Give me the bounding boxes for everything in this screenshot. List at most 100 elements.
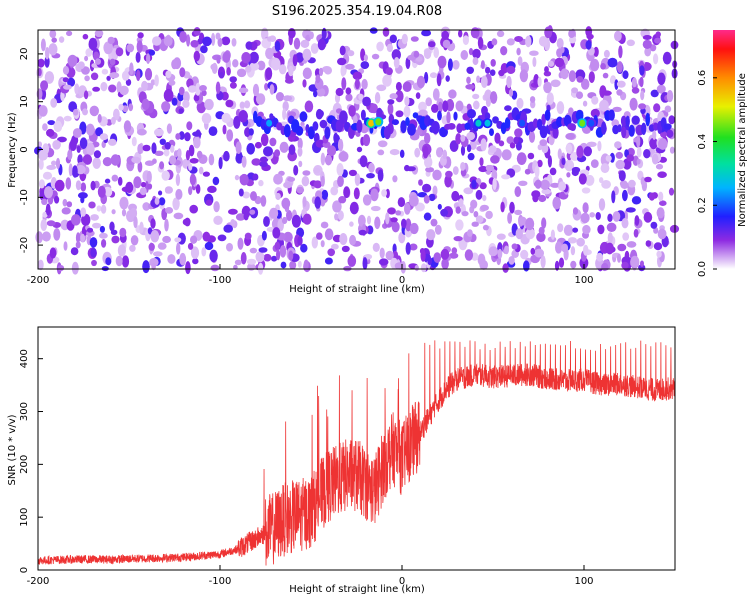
spectrogram-cell — [46, 128, 55, 137]
spectrogram-cell — [631, 77, 637, 88]
spectrogram-cell — [532, 56, 537, 68]
spectrogram-cell — [442, 100, 449, 112]
spectrogram-cell — [79, 137, 88, 149]
spectrogram-cell — [272, 227, 281, 239]
spectrogram-cell — [297, 236, 303, 246]
spectrogram-cell — [402, 81, 412, 92]
spectrogram-cell — [234, 259, 242, 266]
spectrogram-cell — [597, 224, 605, 235]
spectrogram-cell — [150, 218, 156, 229]
spectrogram-cell — [588, 71, 595, 83]
spectrogram-band-cell — [653, 122, 659, 131]
spectrogram-band-cell — [283, 124, 291, 138]
spectrogram-cell — [131, 136, 137, 147]
spectrogram-cell — [387, 103, 394, 116]
spectrogram-cell — [289, 260, 297, 270]
spectrogram-cell — [108, 138, 117, 146]
spectrogram-band-cell — [544, 109, 551, 121]
spectrogram-cell — [455, 219, 464, 231]
spectrogram-cell — [617, 243, 627, 252]
spectrogram-cell — [489, 69, 496, 76]
spectrogram-cell — [71, 214, 81, 226]
spectrogram-cell — [102, 157, 112, 167]
spectrogram-cell — [153, 251, 163, 257]
spectrogram-cell — [263, 253, 272, 262]
spectrogram-cell — [99, 232, 108, 239]
spectrogram-cell — [421, 29, 432, 37]
spectrogram-cell — [544, 26, 553, 39]
spectrogram-cell — [75, 241, 81, 249]
spectrogram-cell — [382, 74, 392, 87]
colorbar-tick-label: 0.2 — [697, 197, 708, 213]
spectrogram-cell — [397, 197, 406, 208]
spectrogram-cell — [91, 259, 97, 267]
spectrogram-cell — [241, 52, 251, 64]
spectrogram-cell — [516, 47, 521, 56]
spectrogram-cell — [217, 234, 227, 242]
spectrogram-cell — [44, 71, 55, 84]
snr-y-tick-label: 400 — [19, 349, 30, 368]
spectrogram-band-cell — [608, 109, 615, 121]
spectrogram-cell — [395, 210, 402, 216]
spectrogram-band-cell — [312, 121, 319, 131]
spectrogram-cell — [269, 207, 279, 219]
spectrogram-cell — [358, 214, 366, 227]
spectrogram-cell — [188, 144, 195, 157]
spectrogram-cell — [428, 41, 436, 48]
spectrogram-cell — [650, 89, 659, 98]
spectrogram-cell — [49, 29, 57, 39]
spectrogram-cell — [477, 36, 484, 49]
spectrogram-cell — [528, 131, 536, 143]
spectrogram-cell — [370, 205, 381, 212]
spectrogram-cell — [251, 158, 261, 166]
spectrogram-cell — [128, 103, 134, 112]
spectrogram-cell — [442, 149, 448, 160]
spectrogram-cell — [432, 169, 442, 181]
spectrogram-cell — [199, 85, 207, 92]
spectrogram-cell — [550, 182, 560, 188]
spectrogram-hotspot — [579, 119, 586, 127]
spectrogram-cell — [276, 249, 281, 261]
spectrogram-cell — [154, 74, 159, 87]
spectrogram-cell — [288, 250, 294, 261]
spectrogram-cell — [458, 198, 464, 208]
spectrogram-cell — [458, 29, 463, 38]
spectrogram-cell — [261, 230, 267, 241]
spectrogram-cell — [343, 186, 350, 199]
spectrogram-cell — [377, 149, 385, 156]
spectrogram-cell — [523, 260, 530, 272]
spectrogram-cell — [141, 98, 150, 110]
spectrogram-cell — [63, 241, 68, 251]
spectrogram-x-tick-label: -100 — [209, 275, 232, 286]
spectrogram-cell — [509, 142, 516, 149]
spectrogram-cell — [93, 51, 100, 60]
spectrogram-cell — [441, 257, 449, 270]
spectrogram-cell — [69, 138, 77, 152]
spectrogram-cell — [477, 253, 486, 266]
spectrogram-cell — [45, 203, 51, 216]
spectrogram-cell — [163, 88, 174, 102]
spectrogram-cell — [187, 242, 194, 250]
spectrogram-cell — [201, 113, 212, 124]
spectrogram-cell — [576, 145, 584, 159]
spectrogram-band-cell — [492, 116, 499, 124]
spectrogram-cell — [76, 145, 81, 153]
spectrogram-cell — [315, 139, 326, 148]
spectrogram-cell — [252, 173, 259, 181]
colorbar-tick-label: 0.4 — [697, 134, 708, 150]
spectrogram-cell — [169, 155, 177, 165]
spectrogram-cell — [75, 180, 82, 191]
spectrogram-cell — [105, 257, 112, 266]
spectrogram-cell — [656, 207, 665, 219]
spectrogram-cell — [121, 255, 130, 268]
spectrogram-cell — [538, 36, 548, 47]
spectrogram-cell — [258, 179, 264, 187]
colorbar: 0.0 0.2 0.4 0.6 Normalized spectral amplitu… — [697, 30, 748, 277]
spectrogram-cell — [631, 196, 642, 205]
spectrogram-cell — [606, 222, 617, 232]
spectrogram-cell — [240, 252, 247, 265]
spectrogram-cell — [514, 209, 523, 216]
spectrogram-cell — [638, 103, 647, 110]
spectrogram-cell — [519, 69, 529, 83]
spectrogram-cell — [492, 177, 497, 190]
